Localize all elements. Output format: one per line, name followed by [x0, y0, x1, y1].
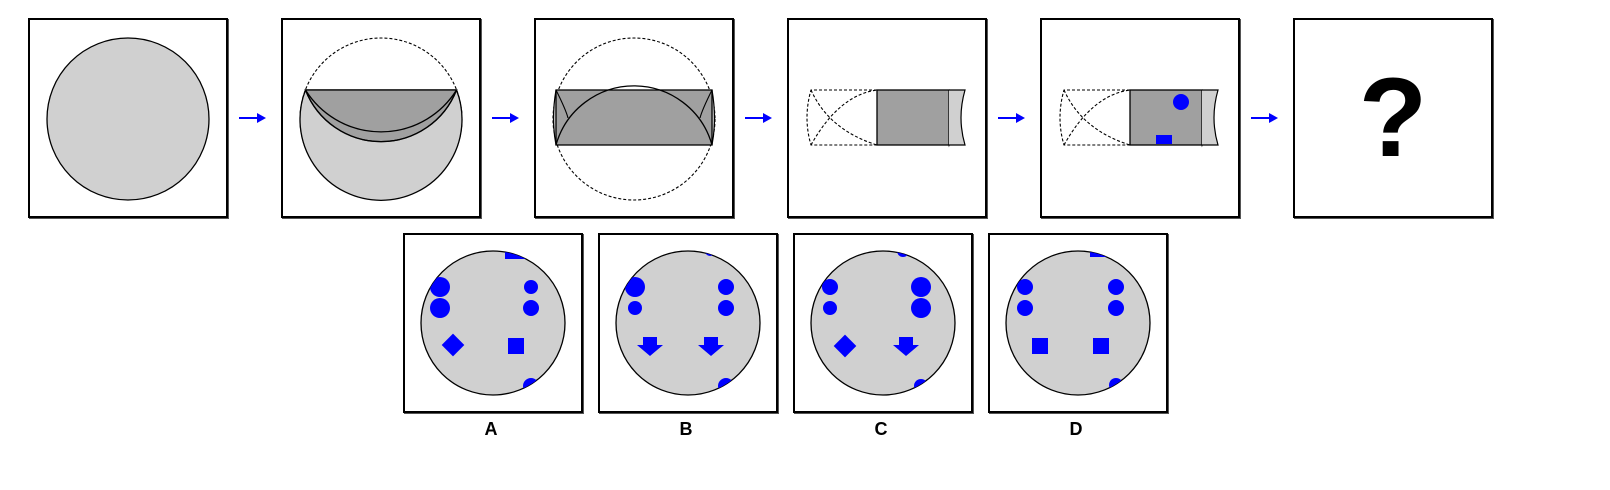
option-b-label: B	[679, 419, 693, 439]
blue-dot-icon	[1108, 279, 1124, 295]
blue-dot-icon	[1017, 279, 1033, 295]
blue-dot-icon	[823, 301, 837, 315]
blue-dot-icon	[523, 300, 539, 316]
blue-dot-icon	[524, 280, 538, 294]
sequence-panel-1	[28, 18, 228, 218]
right-arrow-icon	[491, 111, 521, 125]
right-arrow-icon	[1250, 111, 1280, 125]
blue-dot-icon	[1017, 300, 1033, 316]
option-d-figure	[1005, 250, 1151, 396]
blue-dot-icon	[628, 301, 642, 315]
option-d-panel[interactable]	[988, 233, 1168, 413]
option-d-label: D	[1069, 419, 1083, 439]
blue-dot-icon	[1109, 378, 1123, 392]
sequence-panel-2	[281, 18, 481, 218]
option-b-figure	[615, 250, 761, 396]
blue-dot-icon	[897, 251, 909, 257]
folded-rectangle-figure	[806, 89, 966, 148]
blue-dot-icon	[718, 300, 734, 316]
right-arrow-icon	[997, 111, 1027, 125]
sequence-panel-5	[1040, 18, 1240, 218]
option-a-panel[interactable]	[403, 233, 583, 413]
blue-dot-icon	[822, 279, 838, 295]
right-arrow-icon	[744, 111, 774, 125]
blue-dot-icon	[718, 279, 734, 295]
full-circle-figure	[46, 37, 210, 201]
blue-down-arrow-icon	[637, 337, 663, 356]
blue-square-icon	[505, 251, 527, 259]
folded-band-figure	[552, 37, 716, 201]
blue-dot-icon	[430, 298, 450, 318]
blue-square-icon	[508, 338, 524, 354]
blue-dot-icon	[1108, 300, 1124, 316]
blue-dot-icon	[911, 298, 931, 318]
question-mark: ?	[1358, 55, 1428, 180]
blue-dot-icon	[625, 277, 645, 297]
question-panel: ?	[1293, 18, 1493, 218]
blue-down-arrow-icon	[698, 337, 724, 356]
blue-square-icon	[1156, 135, 1172, 144]
folded-circle-figure	[299, 37, 463, 201]
sequence-panel-3	[534, 18, 734, 218]
option-a-label: A	[484, 419, 498, 439]
blue-dot-icon	[911, 277, 931, 297]
right-arrow-icon	[238, 111, 268, 125]
option-c-figure	[810, 250, 956, 396]
sequence-panel-4	[787, 18, 987, 218]
option-b-panel[interactable]	[598, 233, 778, 413]
blue-square-icon	[1032, 338, 1048, 354]
option-a-figure	[420, 250, 566, 396]
blue-down-arrow-icon	[893, 337, 919, 356]
option-c-panel[interactable]	[793, 233, 973, 413]
blue-dot-icon	[705, 251, 715, 256]
punched-rectangle-figure	[1059, 89, 1219, 148]
option-c-label: C	[874, 419, 888, 439]
blue-square-icon	[1093, 338, 1109, 354]
blue-dot-icon	[1173, 94, 1189, 110]
blue-dot-icon	[430, 277, 450, 297]
